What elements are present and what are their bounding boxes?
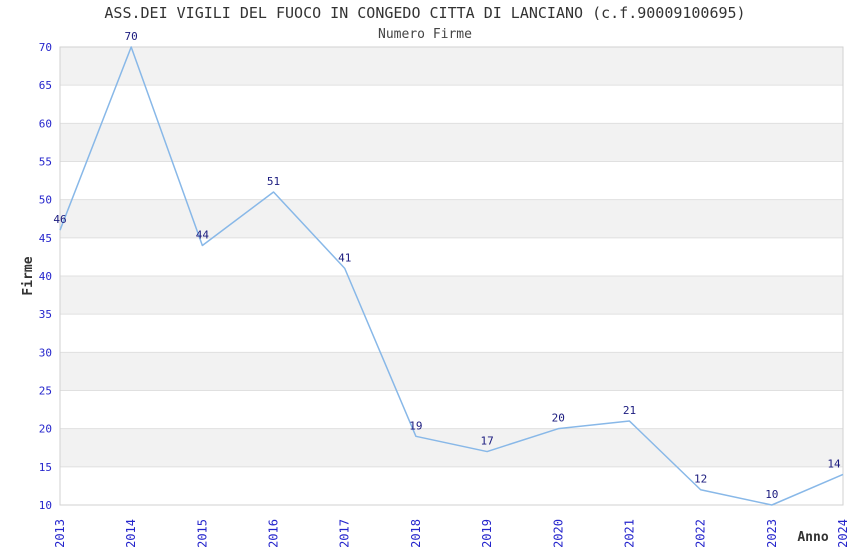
data-line <box>59 46 844 506</box>
data-point-label: 51 <box>267 175 280 188</box>
x-tick-label: 2015 <box>195 519 209 548</box>
y-tick-label: 65 <box>39 79 52 92</box>
x-tick-label: 2022 <box>694 519 708 548</box>
y-tick-label: 60 <box>39 117 52 130</box>
data-point-label: 10 <box>765 488 778 501</box>
data-point-label: 19 <box>409 419 422 432</box>
data-point-label: 21 <box>623 404 636 417</box>
chart-title: ASS.DEI VIGILI DEL FUOCO IN CONGEDO CITT… <box>104 4 746 22</box>
plot-band <box>60 352 843 391</box>
plot-border <box>59 46 844 506</box>
x-tick-label: 2024 <box>836 519 850 548</box>
y-tick-label: 30 <box>39 346 52 359</box>
y-tick-label: 20 <box>39 423 52 436</box>
y-tick-label: 50 <box>39 194 52 207</box>
data-point-label: 12 <box>694 473 707 486</box>
x-tick-label: 2023 <box>765 519 779 548</box>
x-tick-label: 2017 <box>338 519 352 548</box>
x-tick-label: 2019 <box>480 519 494 548</box>
x-axis-title: Anno <box>797 530 828 545</box>
y-tick-label: 55 <box>39 156 52 169</box>
y-tick-label: 40 <box>39 270 52 283</box>
chart-subtitle: Numero Firme <box>378 27 472 42</box>
plot-band <box>60 47 843 86</box>
plot-band <box>60 199 843 238</box>
data-point-label: 20 <box>552 412 565 425</box>
x-tick-label: 2016 <box>267 519 281 548</box>
y-tick-label: 10 <box>39 499 52 512</box>
x-tick-label: 2021 <box>622 519 636 548</box>
data-point-label: 44 <box>196 228 210 241</box>
x-tick-label: 2013 <box>53 519 67 548</box>
data-point-label: 70 <box>125 30 138 43</box>
y-axis-title: Firme <box>21 256 36 295</box>
plot-band <box>60 276 843 315</box>
y-tick-label: 35 <box>39 308 52 321</box>
data-point-label: 17 <box>480 435 493 448</box>
plot-band <box>60 123 843 162</box>
data-point-label: 41 <box>338 251 351 264</box>
x-tick-label: 2018 <box>409 519 423 548</box>
x-tick-label: 2014 <box>124 519 138 548</box>
y-tick-label: 70 <box>39 41 52 54</box>
y-tick-label: 45 <box>39 232 52 245</box>
y-tick-label: 15 <box>39 461 52 474</box>
plot-band <box>60 428 843 467</box>
y-tick-label: 25 <box>39 385 52 398</box>
data-point-label: 46 <box>53 213 66 226</box>
x-tick-label: 2020 <box>551 519 565 548</box>
data-point-label: 14 <box>827 457 841 470</box>
